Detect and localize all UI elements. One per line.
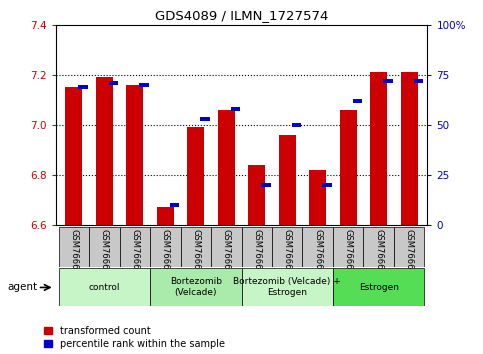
Bar [218,110,235,225]
Bar [309,170,326,225]
Bar [242,227,272,267]
Legend: transformed count, percentile rank within the sample: transformed count, percentile rank withi… [43,326,225,349]
Bar [78,85,88,89]
Bar [109,80,118,85]
Text: GSM766677: GSM766677 [100,229,109,280]
Text: GSM766686: GSM766686 [283,229,292,280]
Bar [89,227,120,267]
Bar [279,135,296,225]
Bar [127,85,143,225]
Bar [96,77,113,225]
Text: GSM766678: GSM766678 [130,229,139,280]
Bar [181,227,211,267]
Bar [340,110,356,225]
Bar [363,227,394,267]
Bar [292,122,301,127]
Bar [170,202,179,207]
Bar [401,72,417,225]
Bar [120,227,150,267]
Bar [272,227,302,267]
Bar [414,79,423,83]
Bar [58,268,150,306]
Bar [333,227,363,267]
Bar [211,227,242,267]
Text: Estrogen: Estrogen [359,282,398,292]
Bar [66,87,82,225]
Bar [384,79,393,83]
Text: GSM766682: GSM766682 [161,229,170,280]
Bar [322,183,331,187]
Text: Bortezomib (Velcade) +
Estrogen: Bortezomib (Velcade) + Estrogen [233,278,341,297]
Bar [58,227,89,267]
Bar [242,268,333,306]
Bar [150,227,181,267]
Text: GSM766687: GSM766687 [313,229,322,280]
Text: GSM766681: GSM766681 [405,229,413,280]
Text: Bortezomib
(Velcade): Bortezomib (Velcade) [170,278,222,297]
Bar [150,268,242,306]
Text: GSM766683: GSM766683 [191,229,200,280]
Bar [248,165,265,225]
Text: GSM766680: GSM766680 [374,229,383,280]
Bar [302,227,333,267]
Bar [353,98,362,103]
Bar [200,116,210,121]
Bar [140,82,149,87]
Text: GDS4089 / ILMN_1727574: GDS4089 / ILMN_1727574 [155,9,328,22]
Bar [261,183,270,187]
Bar [187,127,204,225]
Bar [157,207,174,225]
Bar [333,268,425,306]
Text: GSM766684: GSM766684 [222,229,231,280]
Text: control: control [88,282,120,292]
Bar [231,107,240,111]
Text: GSM766679: GSM766679 [344,229,353,280]
Text: GSM766676: GSM766676 [70,229,78,280]
Bar [370,72,387,225]
Text: agent: agent [7,282,37,292]
Text: GSM766685: GSM766685 [252,229,261,280]
Bar [394,227,425,267]
